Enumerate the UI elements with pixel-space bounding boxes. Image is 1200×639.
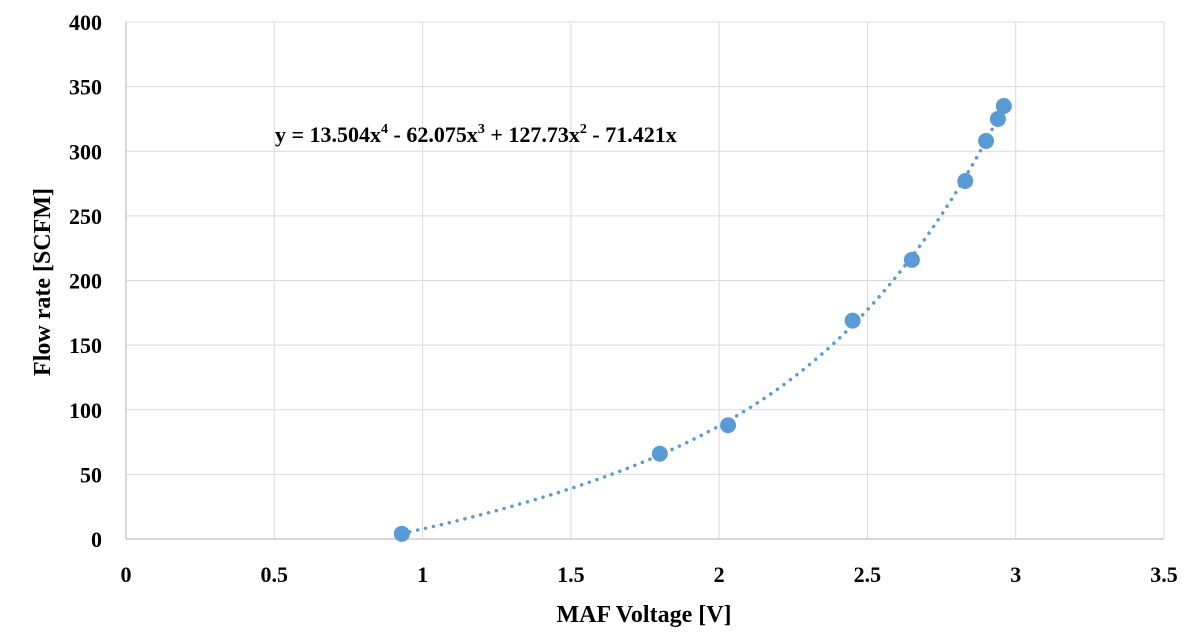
y-tick-label: 200 — [69, 269, 102, 294]
equation-part: - 71.421x — [587, 122, 677, 147]
y-tick-label: 400 — [69, 10, 102, 35]
data-point — [989, 110, 1006, 127]
y-tick-label: 50 — [80, 462, 102, 487]
equation-part: y = 13.504x — [275, 122, 381, 147]
x-tick-label: 0.5 — [261, 562, 289, 587]
trendline — [400, 104, 1006, 536]
y-tick-label: 0 — [91, 527, 102, 552]
y-tick-label: 250 — [69, 204, 102, 229]
x-tick-label: 1.5 — [557, 562, 585, 587]
tick-labels: 0 50 100 150 200 250 300 350 400 0 0.5 1 1.5 2 2.5 3 3.5 — [69, 10, 1178, 587]
equation-exponent: 2 — [580, 122, 587, 137]
data-point — [903, 251, 920, 268]
axes — [125, 22, 1164, 540]
trendline-equation: y = 13.504x4 - 62.075x3 + 127.73x2 - 71.… — [275, 122, 677, 147]
data-point — [978, 132, 995, 149]
equation-part: + 127.73x — [485, 122, 580, 147]
y-tick-label: 350 — [69, 75, 102, 100]
data-points — [393, 98, 1012, 542]
trendline-path — [400, 104, 1006, 536]
data-point — [393, 525, 410, 542]
x-tick-label: 0 — [121, 562, 132, 587]
y-tick-label: 300 — [69, 139, 102, 164]
x-tick-label: 2.5 — [854, 562, 882, 587]
data-point — [957, 172, 974, 189]
data-point — [651, 445, 668, 462]
data-point — [844, 312, 861, 329]
data-point — [995, 98, 1012, 115]
equation-exponent: 4 — [381, 122, 388, 137]
y-tick-label: 100 — [69, 398, 102, 423]
y-axis-title: Flow rate [SCFM] — [30, 188, 56, 376]
y-tick-label: 150 — [69, 333, 102, 358]
equation-part: - 62.075x — [388, 122, 478, 147]
data-point — [720, 417, 737, 434]
equation-exponent: 3 — [478, 122, 485, 137]
x-tick-label: 3.5 — [1150, 562, 1178, 587]
x-tick-label: 2 — [714, 562, 725, 587]
x-axis-title: MAF Voltage [V] — [556, 602, 731, 628]
gridlines — [126, 21, 1165, 539]
x-tick-label: 3 — [1010, 562, 1021, 587]
x-tick-label: 1 — [417, 562, 428, 587]
